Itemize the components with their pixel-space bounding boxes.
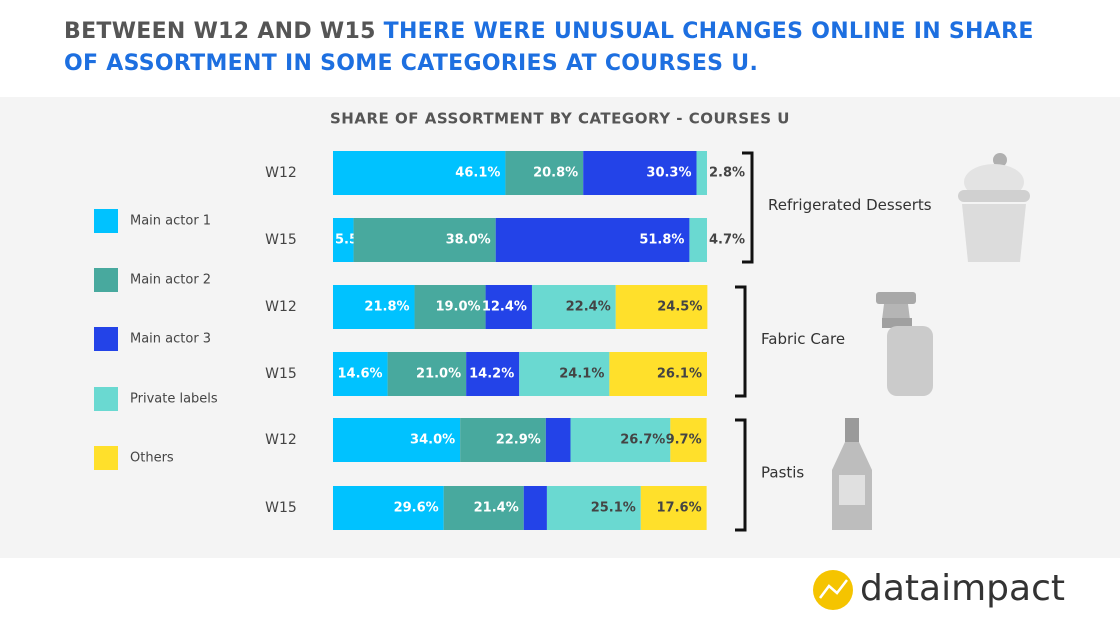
bar-segment: [333, 285, 415, 329]
spray-icon: [876, 292, 933, 396]
group-bracket: [742, 151, 754, 264]
value-label: 24.5%: [657, 300, 702, 315]
value-label: 34.0%: [410, 433, 455, 448]
value-label: 21.0%: [416, 367, 461, 382]
value-label: 26.1%: [657, 367, 702, 382]
value-label: 30.3%: [646, 166, 691, 181]
bar-segment: [545, 418, 571, 462]
bar-segment: [546, 486, 641, 530]
bar-segment: [333, 151, 506, 195]
bar-segment: [443, 486, 524, 530]
value-label: 2.8%: [709, 166, 745, 181]
bar-segment: [640, 486, 707, 530]
value-label: 19.0%: [435, 300, 480, 315]
legend-swatch: [94, 268, 118, 292]
bar-segment: [387, 352, 467, 396]
bar-segment: [333, 486, 444, 530]
value-label: 21.8%: [364, 300, 409, 315]
dessert-icon: [958, 153, 1030, 262]
value-label: 22.4%: [566, 300, 611, 315]
bar-segment: [519, 352, 610, 396]
chart-title: SHARE OF ASSORTMENT BY CATEGORY - COURSE…: [330, 110, 790, 128]
bottle-icon: [832, 418, 872, 530]
group-bracket: [735, 285, 747, 398]
category-label: W12: [265, 165, 297, 181]
category-label: W12: [265, 299, 297, 315]
bar-segment: [670, 418, 707, 462]
value-label: 22.9%: [496, 433, 541, 448]
value-label: 20.8%: [533, 166, 578, 181]
value-label: 17.6%: [657, 501, 702, 516]
value-label: 38.0%: [446, 233, 491, 248]
logo: dataimpact: [813, 568, 1065, 610]
group-bracket: [735, 418, 747, 532]
legend-swatch: [94, 446, 118, 470]
headline-lead: BETWEEN W12 AND W15: [64, 19, 376, 44]
bar-segment: [495, 218, 690, 262]
bar-segment: [615, 285, 708, 329]
logo-text: dataimpact: [860, 568, 1065, 609]
bar-segment: [523, 486, 547, 530]
value-label: 14.6%: [337, 367, 382, 382]
category-label: W15: [265, 500, 297, 516]
category-label: W12: [265, 432, 297, 448]
bar-segment: [531, 285, 616, 329]
legend-swatch: [94, 387, 118, 411]
legend-swatch: [94, 209, 118, 233]
value-label: 46.1%: [455, 166, 500, 181]
value-label: 14.2%: [469, 367, 514, 382]
bar-segment: [505, 151, 584, 195]
bar-segment: [333, 352, 388, 396]
value-label: 21.4%: [474, 501, 519, 516]
legend-label: Main actor 1: [130, 214, 211, 229]
legend-label: Main actor 3: [130, 332, 211, 347]
legend-swatch: [94, 327, 118, 351]
bar-segment: [333, 418, 461, 462]
bar-segment: [353, 218, 496, 262]
legend-label: Private labels: [130, 392, 218, 407]
headline-highlight: THERE WERE UNUSUAL CHANGES ONLINE IN SHA…: [64, 19, 1034, 76]
bar-segment: [583, 151, 697, 195]
value-label: 9.7%: [666, 433, 702, 448]
category-label: W15: [265, 366, 297, 382]
legend-label: Main actor 2: [130, 273, 211, 288]
group-label: Refrigerated Desserts: [768, 196, 932, 214]
bar-segment: [333, 218, 354, 262]
value-label: 4.7%: [709, 233, 745, 248]
bar-segment: [414, 285, 486, 329]
value-label: 29.6%: [394, 501, 439, 516]
value-label: 12.4%: [482, 300, 527, 315]
bar-segment: [485, 285, 532, 329]
legend-label: Others: [130, 451, 174, 466]
group-label: Pastis: [761, 464, 804, 482]
bar-segment: [696, 151, 707, 195]
bar-segment: [609, 352, 707, 396]
category-label: W15: [265, 232, 297, 248]
bar-segment: [570, 418, 671, 462]
headline: BETWEEN W12 AND W15 THERE WERE UNUSUAL C…: [64, 16, 1054, 80]
value-label: 26.7%: [620, 433, 665, 448]
bar-segment: [466, 352, 520, 396]
value-label: 25.1%: [591, 501, 636, 516]
value-label: 51.8%: [639, 233, 684, 248]
bar-segment: [460, 418, 546, 462]
value-label: 24.1%: [559, 367, 604, 382]
group-label: Fabric Care: [761, 330, 845, 348]
bar-segment: [689, 218, 707, 262]
